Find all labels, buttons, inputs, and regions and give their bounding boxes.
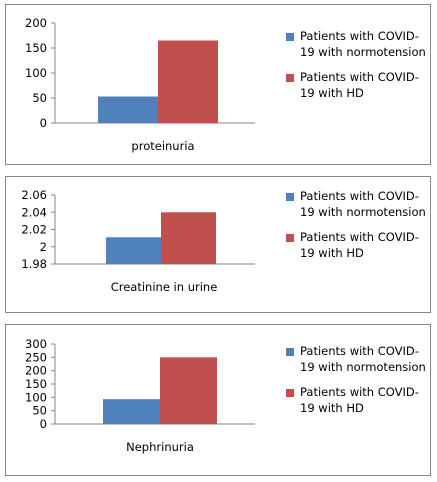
y-tick-label: 200 [25,16,47,30]
y-tick-label: 1.98 [21,257,47,271]
bar-hd [160,357,217,424]
bar-hd [158,40,218,123]
legend-swatch-normotension [286,348,294,356]
y-tick-label: 150 [25,41,47,55]
legend-label: Patients with COVID-19 with normotension [300,189,426,219]
y-tick-label: 200 [25,364,47,378]
x-category-label: Creatinine in urine [111,280,218,294]
legend-label: Patients with COVID-19 with normotension [300,29,426,59]
y-tick-label: 2.02 [21,223,47,237]
x-category-label: proteinuria [131,139,194,153]
legend-swatch-normotension [286,33,294,41]
bar-normotension [103,399,160,424]
legend: Patients with COVID-19 with normotension… [286,344,428,426]
y-tick-label: 0 [40,417,47,431]
legend-item-hd: Patients with COVID-19 with HD [286,230,428,261]
legend-swatch-hd [286,234,294,242]
legend-label: Patients with COVID-19 with normotension [300,344,426,374]
chart-plot-creatinine: 1.98 2 2.02 2.04 2.06 Creatinine in urine [21,188,255,294]
legend-swatch-hd [286,74,294,82]
y-tick-label: 100 [25,66,47,80]
legend: Patients with COVID-19 with normotension… [286,189,428,271]
y-tick-label: 250 [25,350,47,364]
legend-label: Patients with COVID-19 with HD [300,385,419,415]
x-category-label: Nephrinuria [126,440,194,454]
bar-hd [161,212,216,264]
legend-swatch-hd [286,389,294,397]
legend-label: Patients with COVID-19 with HD [300,230,419,260]
legend-item-normotension: Patients with COVID-19 with normotension [286,344,428,375]
bar-normotension [106,237,161,264]
legend: Patients with COVID-19 with normotension… [286,29,428,111]
y-tick-label: 300 [25,337,47,351]
legend-label: Patients with COVID-19 with HD [300,70,419,100]
y-tick-label: 2.04 [21,205,47,219]
legend-item-normotension: Patients with COVID-19 with normotension [286,29,428,60]
y-tick-label: 50 [32,404,47,418]
y-tick-label: 2.06 [21,188,47,202]
y-tick-label: 50 [32,91,47,105]
legend-item-hd: Patients with COVID-19 with HD [286,70,428,101]
chart-plot-proteinuria: 0 50 100 150 200 proteinuria [25,16,255,153]
y-tick-label: 0 [40,116,47,130]
chart-panel-proteinuria: 0 50 100 150 200 proteinuria Patients with CO… [5,4,431,165]
bar-normotension [98,96,158,123]
y-tick-label: 150 [25,377,47,391]
y-tick-label: 2 [40,240,47,254]
legend-swatch-normotension [286,193,294,201]
legend-item-normotension: Patients with COVID-19 with normotension [286,189,428,220]
legend-item-hd: Patients with COVID-19 with HD [286,385,428,416]
y-tick-label: 100 [25,390,47,404]
chart-panel-nephrinuria: 0 50 100 150 200 250 300 Nephrinuria Patients w… [5,324,431,476]
chart-panel-creatinine: 1.98 2 2.02 2.04 2.06 Creatinine in urine Pat… [5,176,431,313]
